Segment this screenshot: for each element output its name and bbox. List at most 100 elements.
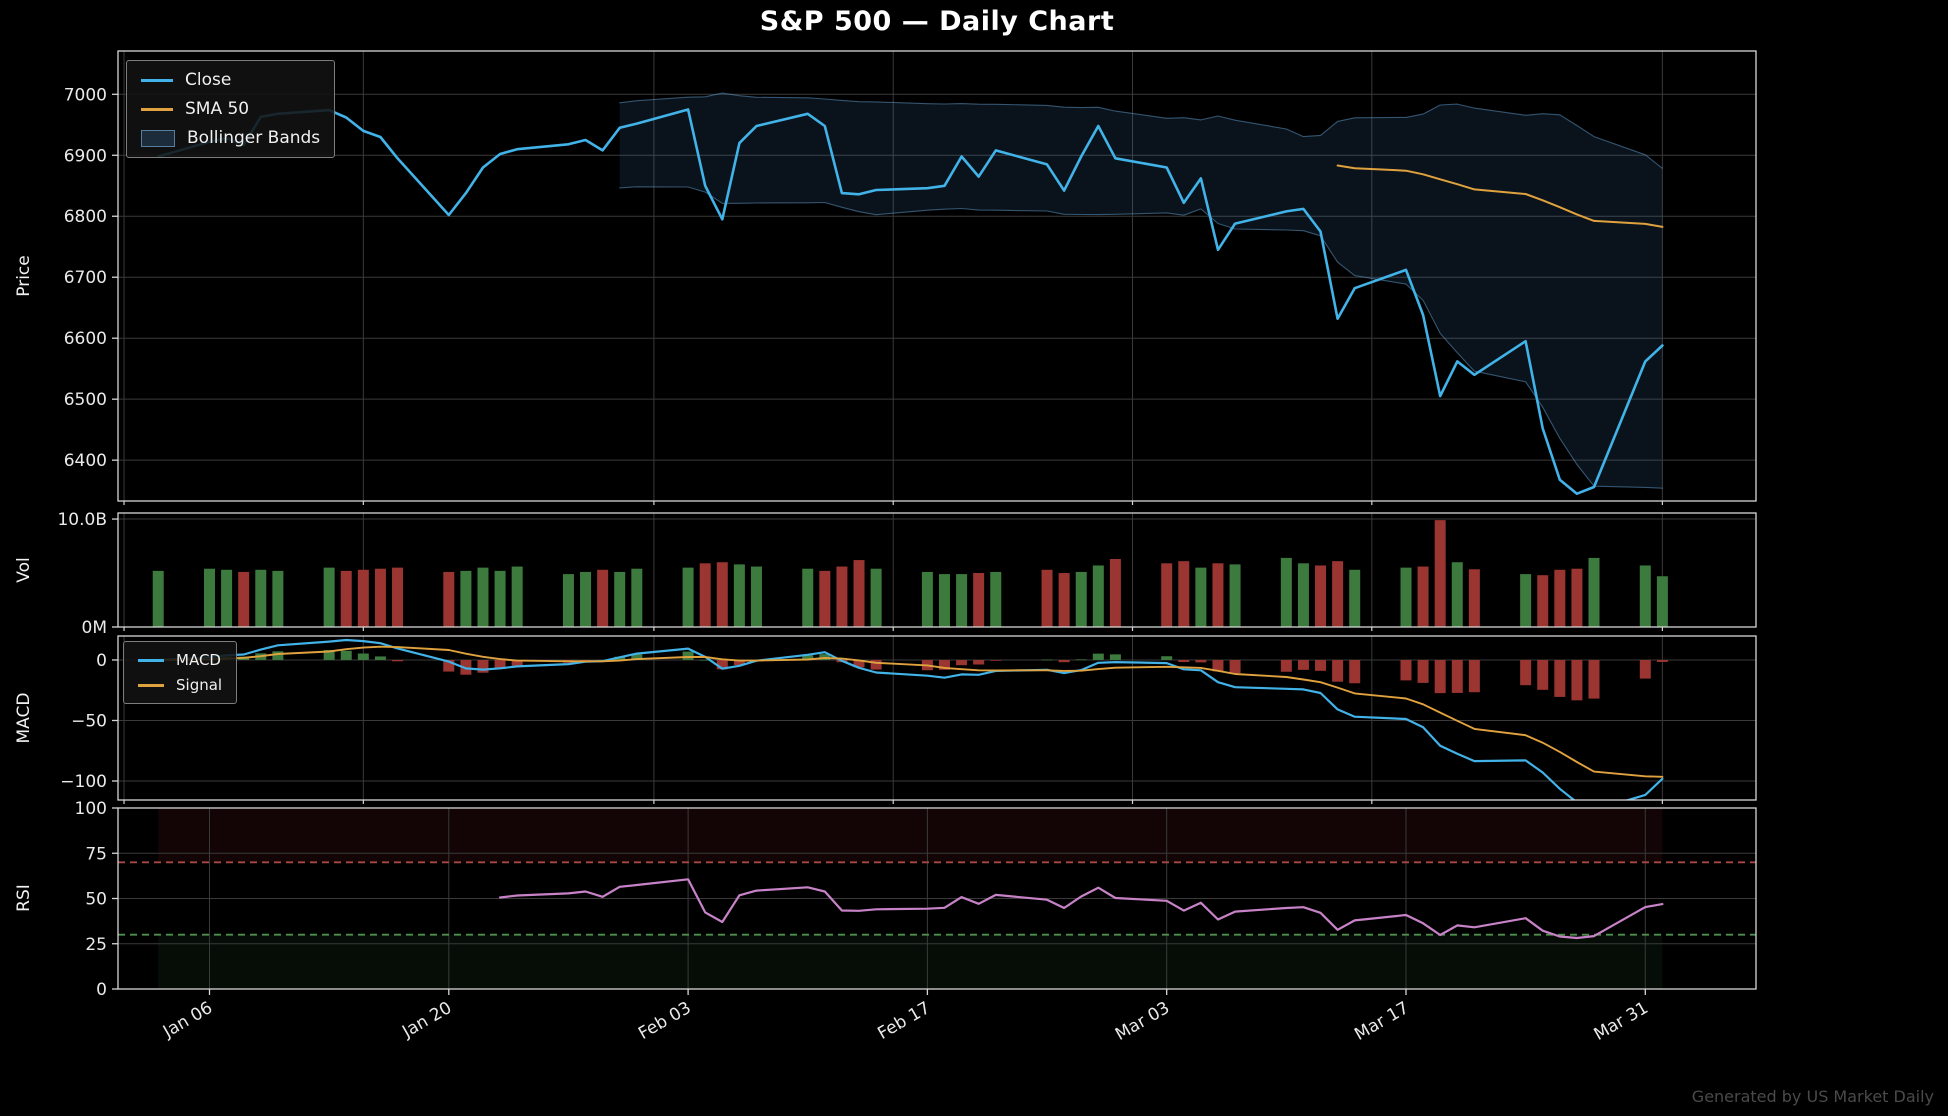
bollinger-band-fill xyxy=(619,93,1663,489)
macd-histogram-bar xyxy=(1041,659,1053,661)
macd-histogram-bar xyxy=(1639,659,1651,679)
volume-bar xyxy=(750,566,762,627)
bollinger-upper-line xyxy=(619,92,1663,169)
volume-bar xyxy=(1588,557,1600,627)
macd-histogram-bar xyxy=(733,659,745,666)
macd-signal-line xyxy=(157,645,1664,778)
volume-bar xyxy=(1571,568,1583,627)
y-tick-label: 6900 xyxy=(64,146,107,166)
macd-histogram-bar xyxy=(716,659,728,670)
macd-histogram-bar xyxy=(323,650,335,660)
macd-histogram-bar xyxy=(682,651,694,660)
macd-histogram-bar xyxy=(477,659,489,673)
volume-bar xyxy=(580,571,592,627)
legend-label-macd: MACD xyxy=(176,651,221,669)
macd-histogram-bar xyxy=(1315,659,1327,671)
y-tick-label: 50 xyxy=(85,890,107,910)
macd-histogram-bar xyxy=(1537,659,1549,690)
volume-bar xyxy=(1195,567,1207,627)
price-y-ticks: 7000 6900 6800 6700 6600 6500 6400 xyxy=(64,85,118,471)
macd-histogram-bar xyxy=(1212,659,1224,672)
volume-bar xyxy=(1417,566,1429,627)
macd-histogram-bar xyxy=(870,659,882,670)
volume-bar xyxy=(1656,576,1668,627)
volume-bar xyxy=(1161,563,1173,627)
macd-histogram-bar xyxy=(1571,659,1583,701)
macd-histogram-bar xyxy=(340,650,352,660)
volume-bar xyxy=(1332,561,1344,627)
volume-bar xyxy=(819,570,831,627)
volume-bar xyxy=(1109,558,1121,627)
volume-bar xyxy=(1212,563,1224,627)
bollinger-swatch-icon xyxy=(141,129,175,147)
volume-bar xyxy=(392,567,404,627)
volume-bar xyxy=(1434,520,1446,627)
volume-bar xyxy=(511,566,523,627)
macd-y-ticks: 0 −50 −100 xyxy=(60,651,118,792)
volume-bar xyxy=(631,568,643,627)
y-tick-label: 25 xyxy=(85,935,107,955)
y-tick-label: 0M xyxy=(82,618,107,638)
sma50-line xyxy=(1336,164,1664,228)
volume-bar xyxy=(460,570,472,627)
volume-y-ticks: 10.0B 0M xyxy=(57,510,118,638)
x-tick-label: Mar 03 xyxy=(1112,998,1173,1045)
volume-bar xyxy=(221,569,233,627)
close-line-swatch-icon xyxy=(141,78,173,82)
volume-bar xyxy=(477,567,489,627)
vol-x-ticks xyxy=(123,627,1663,631)
x-tick-label: Jan 20 xyxy=(398,998,455,1042)
legend-item-sma: SMA 50 xyxy=(141,99,320,119)
macd-axis-label: MACD xyxy=(14,692,34,744)
macd-histogram-bar xyxy=(631,654,643,660)
volume-bar xyxy=(562,574,574,627)
volume-bar xyxy=(597,569,609,627)
macd-histogram-bar xyxy=(357,653,369,660)
macd-histogram-bar xyxy=(1092,653,1104,660)
rsi-axis-label: RSI xyxy=(14,884,34,912)
volume-bar xyxy=(357,569,369,627)
macd-histogram-bar xyxy=(802,655,814,660)
macd-line xyxy=(157,638,1664,800)
volume-bar xyxy=(614,571,626,627)
volume-bar xyxy=(1349,569,1361,627)
volume-bar xyxy=(1229,564,1241,627)
volume-bar xyxy=(1315,565,1327,627)
y-tick-label: 6800 xyxy=(64,207,107,227)
macd-histogram-bar xyxy=(1434,659,1446,694)
macd-histogram-bar xyxy=(272,651,284,660)
rsi-grid-horizontal xyxy=(118,852,1756,945)
volume-bar xyxy=(1058,573,1070,627)
legend-label-sma: SMA 50 xyxy=(185,99,250,119)
volume-bar xyxy=(699,563,711,627)
volume-bar xyxy=(1468,569,1480,627)
macd-histogram-bar xyxy=(1280,659,1292,672)
signal-line-swatch-icon xyxy=(138,683,164,687)
macd-histogram-bar xyxy=(1178,659,1190,663)
macd-histogram-bar xyxy=(1195,659,1207,663)
macd-histogram-bar xyxy=(1332,659,1344,682)
legend-item-macd: MACD xyxy=(138,651,222,669)
macd-histogram-bar xyxy=(819,654,831,660)
price-legend: Close SMA 50 Bollinger Bands xyxy=(126,60,336,158)
y-tick-label: −100 xyxy=(60,772,107,792)
vol-panel-border xyxy=(117,512,1757,628)
macd-histogram-bar xyxy=(1109,654,1121,660)
volume-bar xyxy=(204,568,215,627)
volume-bar xyxy=(494,570,506,627)
volume-bar xyxy=(1280,557,1292,627)
legend-item-close: Close xyxy=(141,70,320,90)
y-tick-label: 6600 xyxy=(64,329,107,349)
volume-bar xyxy=(152,570,164,627)
rsi-oversold-zone xyxy=(158,934,1663,989)
volume-bar xyxy=(733,564,745,627)
macd-histogram-bar xyxy=(443,659,455,672)
macd-histogram xyxy=(152,650,1668,701)
legend-label-signal: Signal xyxy=(176,676,223,694)
volume-bar xyxy=(1451,562,1463,627)
volume-bar xyxy=(921,571,933,627)
price-grid-vertical xyxy=(123,51,1663,501)
macd-legend: MACD Signal xyxy=(123,641,238,704)
